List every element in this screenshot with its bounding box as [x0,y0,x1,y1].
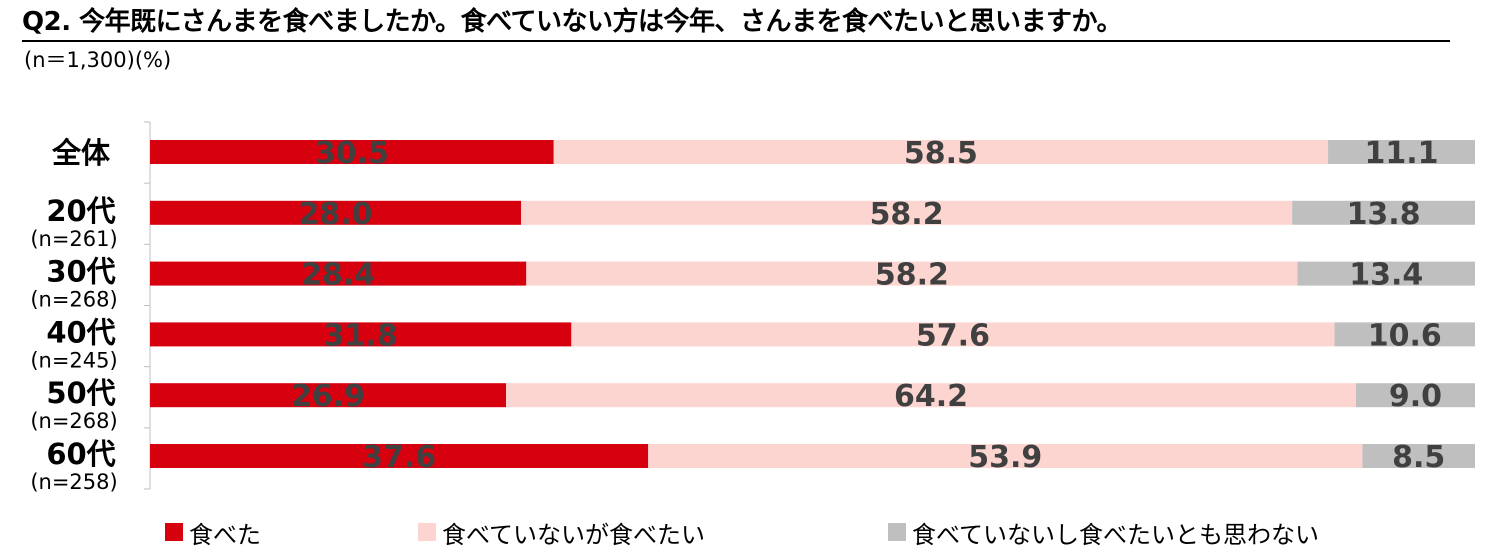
bar-segment [526,261,1298,286]
data-label: 26.9 [291,379,365,414]
data-label: 57.6 [916,318,990,353]
category-label: 60代 [46,437,115,471]
stacked-bar-chart: 30.5 58.5 11.1 全体 28.0 58.2 13.8 20代(n=261) 28.4… [30,121,1476,494]
chart-legend: 食べた 食べていないが食べたい 食べていないし食べたいとも思わない [0,512,1494,552]
bar-segment [506,383,1356,408]
bar-segment [1334,322,1475,347]
legend-item: 食べていないし食べたいとも思わない [888,512,1319,552]
data-label: 9.0 [1389,379,1442,414]
bar-segment [1362,444,1476,468]
category-sample-size: (n=268) [30,288,117,312]
legend-swatch [418,523,436,541]
legend-swatch [165,523,183,541]
legend-item: 食べた [165,512,261,552]
category-label: 50代 [46,376,115,410]
bar-segment [150,322,572,347]
bar-segment [150,200,521,225]
data-label: 37.6 [362,440,436,475]
legend-label: 食べていないが食べたい [442,520,706,549]
data-label: 58.5 [904,136,978,171]
data-label: 13.8 [1347,197,1421,232]
data-label: 53.9 [968,440,1042,475]
data-label: 31.8 [324,318,398,353]
category-sample-size: (n=268) [30,409,117,433]
data-label: 58.2 [870,197,944,232]
data-label: 58.2 [875,258,949,293]
bar-segment [648,444,1363,468]
bar-segment [553,140,1329,164]
legend-label: 食べていないし食べたいとも思わない [912,520,1320,549]
bar-segment [1355,383,1475,408]
category-sample-size: (n=261) [30,227,117,251]
data-label: 10.6 [1368,318,1442,353]
bar-segment [521,200,1293,225]
bar-segment [1297,261,1475,286]
bar-segment [1328,140,1475,164]
category-label: 20代 [46,194,115,228]
bar-segment [1292,200,1475,225]
bar-segment [150,140,554,164]
data-label: 13.4 [1349,258,1423,293]
bar-segment [150,383,507,408]
bar-segment [571,322,1335,347]
data-label: 28.4 [301,258,375,293]
bar-segment [150,261,527,286]
category-label: 40代 [46,315,115,349]
title-underline [22,40,1450,42]
bar-segment [150,444,649,468]
legend-swatch [888,523,906,541]
data-label: 30.5 [315,136,389,171]
category-sample-size: (n=258) [30,470,117,494]
category-label: 30代 [46,255,115,289]
data-label: 11.1 [1365,136,1439,171]
category-label: 全体 [51,136,111,170]
category-sample-size: (n=245) [30,348,117,372]
sample-size-note: (n＝1,300)(%) [24,48,172,72]
legend-label: 食べた [189,520,261,549]
page-title: Q2. 今年既にさんまを食べましたか。食べていない方は今年、さんまを食べたいと思… [22,7,1123,37]
data-label: 64.2 [894,379,968,414]
data-label: 28.0 [298,197,372,232]
legend-item: 食べていないが食べたい [418,512,705,552]
data-label: 8.5 [1392,440,1445,475]
